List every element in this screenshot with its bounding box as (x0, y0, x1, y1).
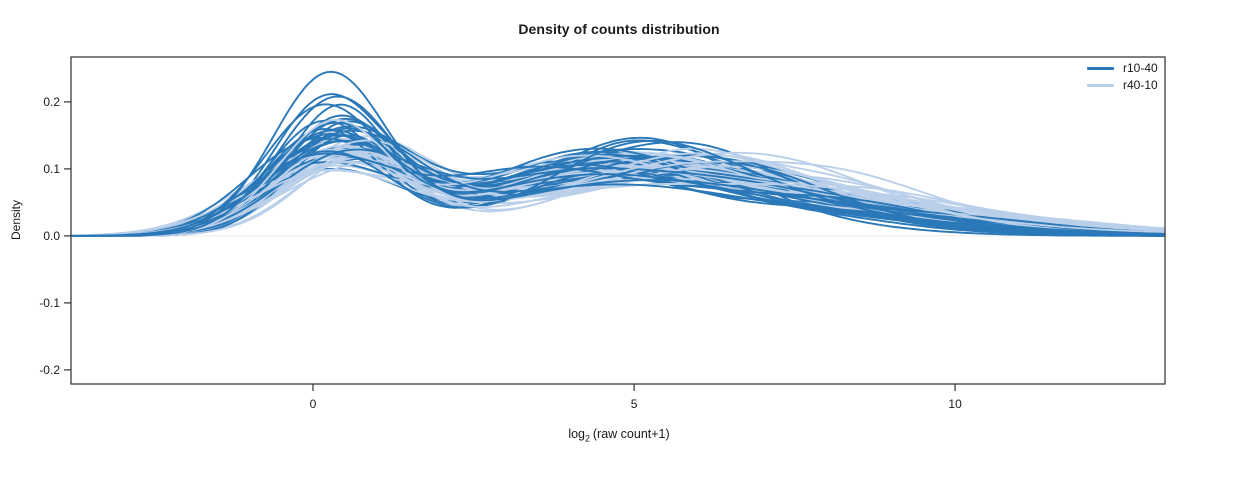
y-axis-label: Density (9, 199, 23, 241)
legend-line-swatch-dark (1087, 67, 1114, 70)
y-tick-label: 0.2 (43, 95, 60, 109)
legend-label: r40-10 (1123, 78, 1158, 92)
legend-label: r10-40 (1123, 61, 1158, 75)
legend-line-swatch-light (1087, 84, 1114, 87)
y-tick-label: 0.0 (43, 229, 60, 243)
plot-border-box (70, 56, 1166, 385)
legend-item-r40-10: r40-10 (1087, 79, 1158, 92)
x-tick-label: 5 (631, 397, 638, 411)
density-curve (71, 139, 1165, 237)
density-curve (71, 148, 1165, 237)
legend-item-r10-40: r10-40 (1087, 62, 1158, 75)
x-axis-label-subscript: 2 (585, 433, 590, 444)
x-tick-label: 10 (948, 397, 962, 411)
y-tick-label: -0.2 (39, 363, 60, 377)
density-curve-outlier (71, 103, 1165, 237)
x-axis-label-rest: (raw count+1) (592, 427, 670, 441)
density-curve (71, 118, 1165, 237)
x-tick-label: 0 (310, 397, 317, 411)
y-tick-label: -0.1 (39, 296, 60, 310)
density-curve-outlier (71, 95, 1165, 237)
density-curves (71, 70, 1165, 237)
x-axis-label-base: log (568, 427, 586, 441)
x-axis-label: log2 (raw count+1) (0, 427, 1238, 444)
legend: r10-40 r40-10 (1087, 62, 1158, 92)
density-curve (71, 151, 1165, 237)
y-tick-label: 0.1 (43, 162, 60, 176)
chart-title: Density of counts distribution (518, 21, 720, 37)
